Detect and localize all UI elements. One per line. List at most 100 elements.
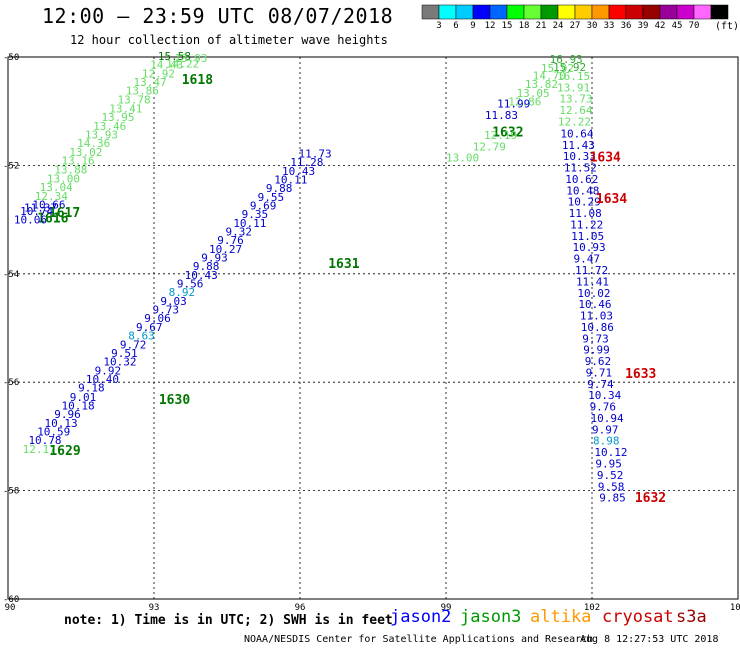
swh-value-jason3: 13.78	[118, 93, 151, 106]
swh-value-jason2: 10.48	[566, 184, 599, 197]
swh-value-jason2: 9.55	[258, 191, 285, 204]
swh-value-jason3: 12.22	[558, 115, 591, 128]
swh-value-jason3: 13.02	[69, 146, 102, 159]
color-scale-unit: (ft)	[715, 21, 740, 32]
swh-value-jason3: 13.93	[174, 52, 207, 65]
swh-value-jason2: 9.62	[585, 355, 612, 368]
swh-value-jason2: 9.52	[597, 469, 624, 482]
swh-value-jason2: 9.69	[250, 200, 277, 213]
swh-value-jason2: 9.76	[217, 234, 244, 247]
swh-value-jason2: 9.73	[153, 304, 180, 317]
x-tick-label: 90	[5, 603, 16, 613]
swh-value-jason2: 9.35	[242, 208, 269, 221]
color-scale-label: 42	[654, 21, 666, 31]
swh-value-jason2: 9.56	[177, 278, 204, 291]
swh-value-jason3: 14.43	[150, 59, 183, 72]
x-tick-label: 105	[730, 603, 740, 613]
color-scale-label: 70	[688, 21, 700, 31]
track-id-label: 1632	[492, 125, 523, 140]
swh-value-jason2: 11.22	[570, 218, 603, 231]
legend-s3a: s3a	[676, 607, 707, 627]
swh-value-jason2: 11.99	[497, 98, 530, 111]
swh-value-jason2: 10.40	[86, 373, 119, 386]
color-scale-swatch	[472, 4, 491, 20]
swh-value-jason3: 14.22	[166, 58, 199, 71]
swh-value-jason2: 9.47	[574, 253, 601, 266]
swh-value-jason3: 13.05	[517, 87, 550, 100]
swh-value-jason2: 10.27	[209, 243, 242, 256]
color-scale-label: 27	[569, 21, 581, 31]
y-tick-label: -54	[3, 270, 19, 280]
swh-value-jason3: 12.92	[142, 67, 175, 80]
swh-value-jason2: 8.63	[128, 330, 155, 343]
x-tick-label: 93	[149, 603, 160, 613]
swh-value-jason2: 9.72	[120, 338, 147, 351]
swh-value-jason2: 9.88	[266, 182, 293, 195]
swh-value-jason3: 14.70	[533, 69, 566, 82]
legend-cryosat: cryosat	[602, 607, 674, 627]
track-id-label: 1631	[328, 257, 359, 272]
swh-value-jason2: 9.32	[226, 226, 253, 239]
color-scale-label: 45	[671, 21, 683, 31]
swh-value-jason2: 10.64	[560, 127, 593, 140]
color-scale-swatch	[438, 4, 457, 20]
swh-value-jason2: 10.34	[588, 389, 621, 402]
swh-value-jason2: 11.72	[575, 264, 608, 277]
swh-value-jason2: 10.29	[568, 196, 601, 209]
track-id-label: 1632	[635, 491, 666, 506]
track-id-label: 1618	[182, 73, 213, 88]
swh-value-jason3: 12.17	[23, 443, 56, 456]
swh-value-jason2: 8.98	[593, 435, 620, 448]
swh-value-jason2: 11.43	[562, 139, 595, 152]
swh-value-jason2: 9.85	[599, 492, 626, 505]
track-id-label: 1633	[625, 367, 656, 382]
swh-value-jason2: 10.11	[233, 217, 266, 230]
color-scale-label: 39	[637, 21, 649, 31]
legend-jason3: jason3	[460, 607, 522, 627]
swh-value-jason3: 13.41	[109, 102, 142, 115]
swh-value-jason3: 16.93	[550, 53, 583, 66]
color-scale-swatch	[455, 4, 474, 20]
color-scale-label: 12	[484, 21, 496, 31]
swh-value-jason3: 13.46	[93, 120, 126, 133]
color-scale-label: 9	[470, 21, 476, 31]
swh-value-jason2: 10.78	[28, 434, 61, 447]
track-id-label: 1617	[49, 206, 80, 221]
track-id-label: 1634	[590, 150, 621, 165]
track-id-label: 1630	[159, 393, 190, 408]
swh-value-jason3: 13.00	[446, 151, 479, 164]
swh-value-jason3: 13.95	[101, 111, 134, 124]
swh-value-jason2: 9.76	[590, 401, 617, 414]
color-scale-label: 33	[603, 21, 615, 31]
swh-value-jason3: 13.93	[85, 129, 118, 142]
color-scale-swatch	[693, 4, 712, 20]
swh-value-jason2: 10.86	[581, 321, 614, 334]
swh-value-jason2: 11.41	[576, 275, 609, 288]
swh-value-jason3: 12.64	[559, 104, 592, 117]
x-tick-label: 102	[584, 603, 600, 613]
swh-value-jason3: 13.73	[559, 93, 592, 106]
swh-value-jason2: 10.32	[103, 356, 136, 369]
swh-value-jason3: 13.91	[557, 81, 590, 94]
y-tick-label: -58	[3, 487, 19, 497]
swh-value-jason2: 10.59	[37, 426, 70, 439]
swh-value-jason2: 9.88	[193, 260, 220, 273]
swh-value-jason2: 11.83	[485, 109, 518, 122]
swh-value-jason2: 10.06	[14, 214, 47, 227]
color-scale-label: 21	[535, 21, 547, 31]
swh-value-jason3: 11.37	[24, 202, 57, 215]
swh-value-jason3: 16.15	[557, 70, 590, 83]
swh-value-jason2: 9.03	[160, 295, 187, 308]
swh-value-jason2: 10.74	[20, 205, 53, 218]
swh-value-jason2: 10.18	[62, 400, 95, 413]
swh-value-jason3: 13.88	[54, 164, 87, 177]
swh-value-jason2: 9.74	[587, 378, 614, 391]
x-tick-label: 99	[441, 603, 452, 613]
footer-note: note: 1) Time is in UTC; 2) SWH is in fe…	[64, 613, 393, 628]
swh-value-jason2: 9.71	[586, 366, 613, 379]
swh-value-jason2: 9.96	[54, 408, 81, 421]
swh-value-jason2: 9.95	[595, 458, 622, 471]
swh-value-jason3: 10.66	[32, 198, 65, 211]
swh-value-jason3: 13.16	[62, 155, 95, 168]
